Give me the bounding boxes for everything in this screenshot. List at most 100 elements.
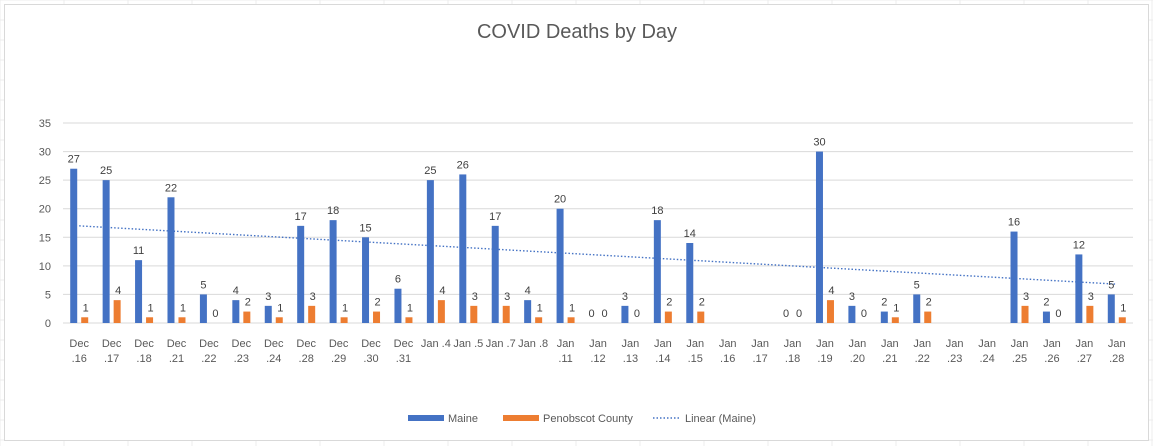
x-tick-label: Dec .28 [296, 338, 316, 365]
bar-penobscot[interactable] [664, 311, 672, 323]
bar-penobscot[interactable] [308, 305, 316, 323]
bar-penobscot[interactable] [535, 317, 543, 323]
bar-maine[interactable] [913, 294, 921, 323]
bar-maine[interactable] [102, 180, 110, 323]
legend-item-penobscot[interactable]: Penobscot County [503, 413, 633, 425]
data-label-penobscot: 0 [601, 308, 607, 320]
y-tick-label: 25 [39, 175, 51, 187]
bar-penobscot[interactable] [567, 317, 575, 323]
data-label-penobscot: 0 [1055, 308, 1061, 320]
bar-penobscot[interactable] [891, 317, 899, 323]
bar-maine[interactable] [880, 311, 888, 323]
data-label-maine: 0 [588, 308, 594, 320]
x-tick-label: Jan .25 [1011, 338, 1029, 365]
data-label-maine: 3 [265, 291, 271, 303]
bar-maine[interactable] [426, 180, 434, 323]
legend-swatch-penobscot [503, 415, 539, 421]
legend-swatch-maine [408, 415, 444, 421]
bar-maine[interactable] [653, 220, 661, 323]
bar-penobscot[interactable] [81, 317, 89, 323]
bar-maine[interactable] [264, 305, 272, 323]
bar-penobscot[interactable] [146, 317, 154, 323]
bar-maine[interactable] [491, 225, 499, 323]
y-axis: 0 5 10 15 20 25 30 35 [39, 118, 51, 330]
bar-penobscot[interactable] [470, 305, 478, 323]
bar-penobscot[interactable] [1086, 305, 1094, 323]
data-label-penobscot: 1 [342, 302, 348, 314]
bar-penobscot[interactable] [340, 317, 348, 323]
bar-penobscot[interactable] [373, 311, 381, 323]
bar-maine[interactable] [1075, 254, 1083, 323]
bar-penobscot[interactable] [1118, 317, 1126, 323]
bar-maine[interactable] [848, 305, 856, 323]
x-tick-label: Dec .22 [199, 338, 219, 365]
legend[interactable]: Maine Penobscot County Linear (Maine) [408, 413, 756, 425]
data-label-penobscot: 1 [83, 302, 89, 314]
trendline-maine [79, 225, 1117, 285]
bar-maine[interactable] [199, 294, 207, 323]
bar-maine[interactable] [394, 288, 402, 323]
bar-maine[interactable] [524, 300, 532, 323]
bar-penobscot[interactable] [243, 311, 251, 323]
bar-maine[interactable] [1042, 311, 1050, 323]
data-label-maine: 12 [1073, 239, 1085, 251]
data-label-maine: 5 [200, 279, 206, 291]
x-tick-label: Dec .24 [264, 338, 284, 365]
bar-maine[interactable] [232, 300, 240, 323]
bar-penobscot[interactable] [275, 317, 283, 323]
bar-maine[interactable] [135, 260, 143, 323]
bar-maine[interactable] [167, 197, 175, 323]
x-tick-label: Dec .16 [69, 338, 89, 365]
bar-penobscot[interactable] [405, 317, 413, 323]
bar-maine[interactable] [815, 151, 823, 323]
data-label-maine: 0 [783, 308, 789, 320]
bar-maine[interactable] [362, 237, 370, 323]
x-tick-label: Jan .14 [654, 338, 672, 365]
bar-penobscot[interactable] [1021, 305, 1029, 323]
data-label-maine: 5 [914, 279, 920, 291]
data-label-maine: 18 [651, 205, 663, 217]
x-tick-label: Jan .16 [719, 338, 737, 365]
bar-maine[interactable] [1010, 231, 1018, 323]
data-label-maine: 4 [525, 285, 531, 297]
data-label-maine: 25 [424, 165, 436, 177]
bar-penobscot[interactable] [178, 317, 186, 323]
data-label-maine: 6 [395, 274, 401, 286]
data-label-maine: 15 [359, 222, 371, 234]
bar-penobscot[interactable] [826, 300, 834, 323]
bar-maine[interactable] [621, 305, 629, 323]
bar-penobscot[interactable] [697, 311, 705, 323]
legend-item-trendline[interactable]: Linear (Maine) [653, 413, 756, 425]
bar-penobscot[interactable] [502, 305, 510, 323]
bar-maine[interactable] [1107, 294, 1115, 323]
bar-maine[interactable] [329, 220, 337, 323]
chart-area[interactable]: COVID Deaths by Day 0 5 10 15 20 25 30 35 27 25 1… [4, 4, 1149, 441]
data-label-maine: 17 [295, 211, 307, 223]
gridlines [63, 122, 1133, 324]
x-tick-label: Dec .21 [167, 338, 187, 365]
x-tick-label: Jan .18 [784, 338, 802, 365]
y-tick-label: 10 [39, 261, 51, 273]
data-label-maine: 11 [133, 245, 144, 257]
data-label-maine: 5 [1108, 279, 1114, 291]
bar-maine[interactable] [297, 225, 305, 323]
x-tick-label: Jan .28 [1108, 338, 1126, 365]
data-label-maine: 3 [849, 291, 855, 303]
x-tick-label: Dec .17 [102, 338, 122, 365]
legend-item-maine[interactable]: Maine [408, 413, 478, 425]
bar-maine[interactable] [686, 243, 694, 323]
bar-maine[interactable] [70, 168, 78, 323]
x-tick-label: Jan .26 [1043, 338, 1061, 365]
bar-penobscot[interactable] [437, 300, 445, 323]
bar-maine[interactable] [459, 174, 467, 323]
bar-penobscot[interactable] [924, 311, 932, 323]
y-tick-label: 20 [39, 204, 51, 216]
chart-title: COVID Deaths by Day [477, 21, 677, 43]
bar-penobscot[interactable] [113, 300, 121, 323]
bar-maine[interactable] [556, 208, 564, 323]
data-label-maine: 14 [684, 228, 696, 240]
data-label-maine: 17 [489, 211, 501, 223]
x-tick-label: Jan .5 [453, 338, 483, 350]
data-label-penobscot: 1 [1120, 302, 1126, 314]
